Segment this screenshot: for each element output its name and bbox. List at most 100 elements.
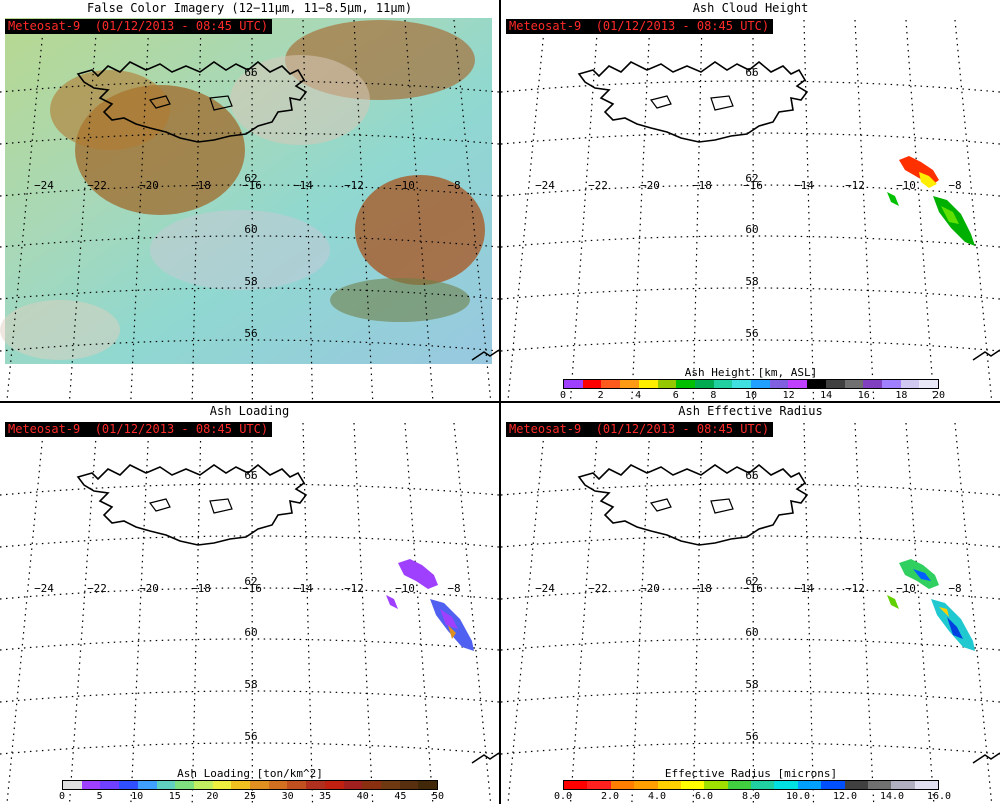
glacier-outline: [209, 95, 233, 111]
colorbar-swatch: [418, 781, 438, 789]
longitude-gridline: [954, 19, 993, 401]
latitude-gridline: [501, 638, 1000, 651]
colorbar-tick-label: 14: [820, 390, 833, 401]
ash-loading-panel: −24 −22 −20 −18 −16 −14 −12 −10 −8 62 60 58 56 66 Ash…: [0, 403, 499, 804]
colorbar-swatch: [825, 380, 845, 388]
colorbar-swatch: [657, 781, 681, 789]
colorbar-swatch: [676, 380, 695, 388]
longitude-gridline: [6, 19, 45, 401]
colorbar-swatch: [287, 781, 307, 789]
longitude-label: −20: [139, 179, 159, 192]
longitude-gridline: [404, 422, 434, 804]
colorbar-tick-label: 20: [206, 791, 219, 802]
colorbar-label: Ash Loading [ton/km^2]: [177, 767, 323, 780]
satellite-timestamp: Meteosat-9 (01/12/2013 - 08:45 UTC): [506, 422, 774, 437]
longitude-gridline: [130, 422, 150, 804]
longitude-gridline: [954, 422, 993, 804]
latitude-gridline: [501, 742, 1000, 755]
colorbar-tick-label: 40: [356, 791, 369, 802]
glacier-outline: [148, 95, 171, 109]
latitude-label: 56: [244, 327, 257, 340]
longitude-gridline: [803, 422, 815, 804]
iceland-coastline: [76, 60, 308, 143]
longitude-label: −18: [692, 179, 712, 192]
latitude-gridline: [501, 80, 1000, 93]
colorbar-swatch: [564, 781, 588, 789]
longitude-gridline: [507, 19, 546, 401]
longitude-label: −18: [191, 582, 211, 595]
colorbar-ticks: 0.0 2.0 4.0 6.0 8.0 10.0 12.0 14.0 16.0: [554, 791, 963, 803]
cloud-region: [150, 210, 330, 290]
colorbar-label: Effective Radius [microns]: [664, 767, 838, 780]
panel-divider-horizontal: [0, 401, 1000, 403]
colorbar-swatch: [362, 781, 381, 789]
longitude-label: −22: [87, 582, 107, 595]
colorbar-tick-label: 4: [635, 390, 642, 401]
colorbar-tick-label: 2.0: [600, 791, 620, 802]
latitude-label: 62: [244, 172, 257, 185]
glacier-outline: [209, 498, 233, 514]
longitude-label: −8: [948, 582, 961, 595]
latitude-label: 66: [745, 469, 758, 482]
longitude-gridline: [631, 19, 651, 401]
coastline-fragment: [972, 349, 1000, 361]
satellite-timestamp: Meteosat-9 (01/12/2013 - 08:45 UTC): [506, 19, 774, 34]
colorbar-swatch: [821, 781, 845, 789]
longitude-gridline: [353, 422, 374, 804]
colorbar-swatch: [119, 781, 138, 789]
longitude-gridline: [68, 19, 98, 401]
colorbar-swatch: [380, 781, 400, 789]
colorbar-swatch: [343, 781, 363, 789]
glacier-outline: [148, 498, 171, 512]
colorbar-swatch: [587, 781, 611, 789]
longitude-label: −16: [743, 179, 763, 192]
colorbar-ticks: 0 2 4 6 8 10 12 14 16 18 20: [560, 390, 963, 401]
longitude-label: −10: [896, 179, 916, 192]
latitude-gridline: [501, 483, 1000, 496]
colorbar-swatch: [751, 380, 770, 388]
ash-height-panel: −24 −22 −20 −18 −16 −14 −12 −10 −8 62 60 58 56 66 Ash…: [501, 0, 1000, 401]
panel-title: Ash Effective Radius: [678, 404, 823, 418]
colorbar-swatch: [788, 380, 808, 388]
longitude-gridline: [569, 422, 599, 804]
colorbar-tick-label: 15: [168, 791, 181, 802]
longitude-label: −16: [743, 582, 763, 595]
longitude-gridline: [404, 19, 434, 401]
colorbar-tick-label: 0: [58, 791, 66, 802]
colorbar-swatch: [306, 781, 325, 789]
colorbar-tick-label: 50: [431, 791, 445, 802]
colorbar-swatch: [175, 781, 194, 789]
longitude-gridline: [854, 422, 875, 804]
glacier-outline: [710, 95, 734, 111]
colorbar-tick-label: 25: [243, 791, 257, 802]
colorbar-tick-label: 10: [744, 390, 758, 401]
iceland-coastline: [577, 463, 809, 546]
ash-loading-map: −24 −22 −20 −18 −16 −14 −12 −10 −8 62 60 58 56 66: [0, 422, 499, 804]
colorbar-swatch: [881, 380, 901, 388]
longitude-gridline: [803, 19, 815, 401]
colorbar-tick-label: 30: [281, 791, 294, 802]
longitude-label: −8: [447, 582, 460, 595]
colorbar-swatch: [863, 380, 882, 388]
panel-title: Ash Cloud Height: [692, 1, 809, 15]
colorbar-tick-label: 12: [782, 390, 795, 401]
latitude-gridline: [501, 132, 1000, 145]
colorbar-swatch: [919, 380, 939, 388]
longitude-gridline: [453, 19, 492, 401]
longitude-gridline: [6, 422, 45, 804]
coastline-fragment: [471, 752, 499, 764]
latitude-gridline: [501, 535, 1000, 548]
latitude-label: 62: [745, 575, 758, 588]
longitude-label: −20: [139, 582, 159, 595]
colorbar-swatch: [250, 781, 269, 789]
colorbar-swatch: [769, 380, 789, 388]
cloud-region: [330, 278, 470, 322]
longitude-gridline: [68, 422, 98, 804]
longitude-gridline: [692, 19, 703, 401]
colorbar-swatch: [797, 781, 822, 789]
longitude-gridline: [507, 422, 546, 804]
effective-radius-map: −24 −22 −20 −18 −16 −14 −12 −10 −8 62 60 58 56 66: [501, 422, 1000, 804]
colorbar-tick-label: 14.0: [879, 791, 905, 802]
latitude-label: 58: [244, 678, 257, 691]
colorbar-swatch: [156, 781, 176, 789]
